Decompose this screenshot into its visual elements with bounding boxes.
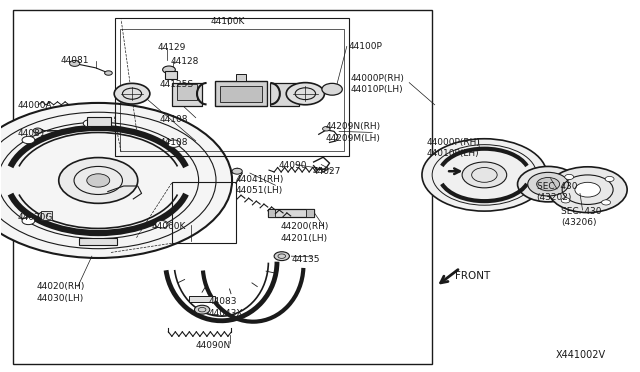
Text: 44030(LH): 44030(LH) bbox=[36, 294, 84, 303]
Circle shape bbox=[518, 166, 579, 202]
Text: 44209N(RH): 44209N(RH) bbox=[325, 122, 380, 131]
Bar bbox=[87, 116, 111, 126]
Circle shape bbox=[22, 217, 35, 225]
Bar bbox=[172, 83, 202, 106]
Bar bbox=[13, 10, 432, 364]
Text: X441002V: X441002V bbox=[556, 350, 606, 360]
Text: 44043X: 44043X bbox=[209, 309, 243, 318]
Text: 44020G: 44020G bbox=[17, 213, 52, 222]
Text: 44201(LH): 44201(LH) bbox=[280, 234, 328, 243]
Text: 44200(RH): 44200(RH) bbox=[280, 222, 329, 231]
Circle shape bbox=[156, 221, 168, 228]
Circle shape bbox=[605, 176, 614, 182]
Circle shape bbox=[59, 158, 138, 203]
Text: 44100K: 44100K bbox=[211, 17, 244, 26]
Circle shape bbox=[537, 177, 559, 191]
Text: 44090N: 44090N bbox=[196, 341, 231, 350]
Circle shape bbox=[195, 305, 210, 314]
Text: SEC. 430: SEC. 430 bbox=[537, 182, 577, 191]
Text: 44083: 44083 bbox=[209, 297, 237, 306]
Text: 44000P(RH): 44000P(RH) bbox=[427, 138, 481, 147]
Text: 44020(RH): 44020(RH) bbox=[36, 282, 85, 291]
Circle shape bbox=[70, 61, 80, 66]
Bar bbox=[177, 84, 197, 100]
Text: 44010P(LH): 44010P(LH) bbox=[427, 149, 479, 158]
Circle shape bbox=[602, 200, 611, 205]
Bar bbox=[306, 209, 314, 217]
Text: 44000A: 44000A bbox=[17, 101, 52, 110]
Bar bbox=[220, 86, 262, 102]
Text: 44010P(LH): 44010P(LH) bbox=[351, 85, 403, 94]
Circle shape bbox=[22, 136, 35, 144]
Text: SEC. 430: SEC. 430 bbox=[561, 206, 602, 216]
Circle shape bbox=[462, 162, 507, 188]
Bar bbox=[41, 211, 52, 220]
Bar bbox=[215, 81, 267, 106]
Text: 44060K: 44060K bbox=[151, 222, 186, 231]
Text: 44081: 44081 bbox=[61, 56, 89, 65]
Circle shape bbox=[561, 198, 570, 203]
Circle shape bbox=[232, 168, 243, 174]
Bar bbox=[189, 296, 215, 302]
Text: 44129: 44129 bbox=[157, 43, 186, 52]
Circle shape bbox=[163, 66, 175, 73]
Circle shape bbox=[104, 71, 112, 75]
Text: (43206): (43206) bbox=[561, 218, 596, 227]
Text: FRONT: FRONT bbox=[455, 272, 490, 282]
Circle shape bbox=[38, 212, 51, 219]
Circle shape bbox=[286, 83, 324, 105]
Circle shape bbox=[575, 182, 600, 197]
Circle shape bbox=[274, 252, 289, 260]
Text: 44027: 44027 bbox=[312, 167, 340, 176]
Circle shape bbox=[33, 128, 42, 133]
Circle shape bbox=[168, 140, 180, 147]
Text: 44209M(LH): 44209M(LH) bbox=[325, 134, 380, 142]
Bar bbox=[268, 209, 314, 217]
Text: 44041(RH): 44041(RH) bbox=[236, 175, 284, 184]
Text: 44128: 44128 bbox=[170, 57, 198, 66]
Circle shape bbox=[83, 120, 96, 127]
Bar bbox=[172, 182, 236, 243]
Bar bbox=[165, 71, 177, 79]
Circle shape bbox=[528, 172, 568, 196]
Bar bbox=[236, 74, 246, 81]
Text: 44125S: 44125S bbox=[159, 80, 193, 89]
Circle shape bbox=[322, 83, 342, 95]
Text: 44051(LH): 44051(LH) bbox=[236, 186, 283, 195]
Text: 44108: 44108 bbox=[159, 138, 188, 147]
Bar bbox=[270, 83, 299, 106]
Bar bbox=[115, 18, 349, 157]
Text: 44100P: 44100P bbox=[349, 42, 383, 51]
Text: 44090: 44090 bbox=[278, 161, 307, 170]
Bar bbox=[268, 209, 275, 217]
Bar bbox=[79, 238, 117, 245]
Circle shape bbox=[564, 174, 573, 180]
Circle shape bbox=[114, 83, 150, 104]
Text: 44000P(RH): 44000P(RH) bbox=[351, 74, 404, 83]
Bar bbox=[120, 29, 344, 151]
Text: 44108: 44108 bbox=[159, 115, 188, 124]
Circle shape bbox=[422, 139, 547, 211]
Text: 44081: 44081 bbox=[17, 129, 46, 138]
Circle shape bbox=[548, 167, 627, 212]
Circle shape bbox=[323, 126, 330, 131]
Circle shape bbox=[87, 174, 109, 187]
Circle shape bbox=[0, 103, 232, 258]
Text: 44135: 44135 bbox=[291, 254, 320, 264]
Text: (43202): (43202) bbox=[537, 193, 572, 202]
